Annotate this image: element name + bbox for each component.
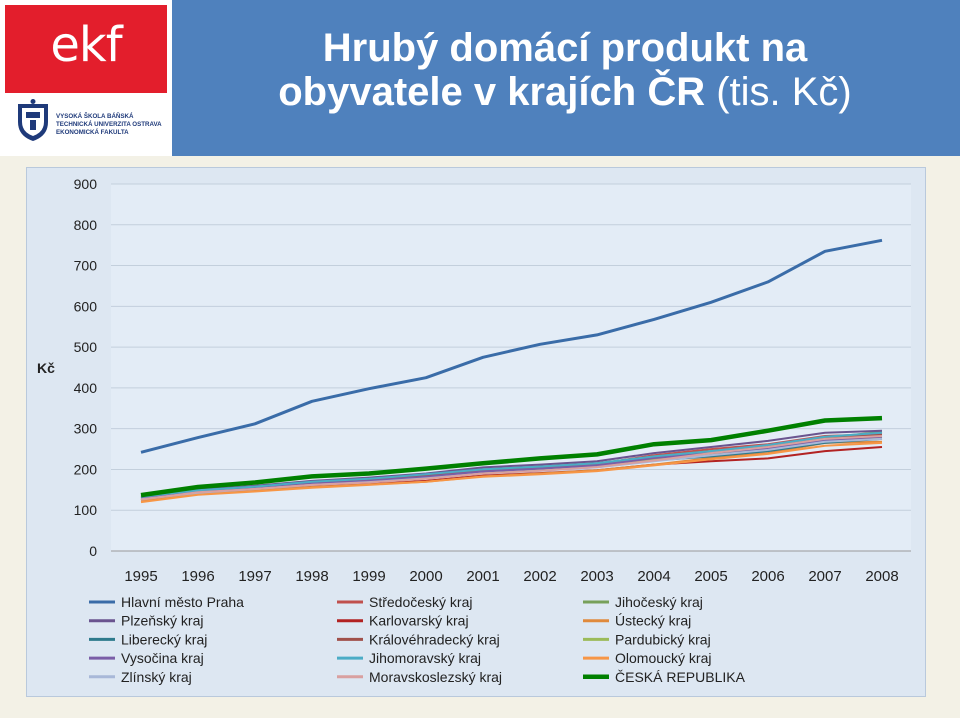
logo-panel: ekf VYSOKÁ ŠKOLA BÁŇSKÁ TECHNICKÁ UNIVER… <box>0 0 172 156</box>
legend-label: Královéhradecký kraj <box>369 631 500 647</box>
plot-area <box>111 184 911 551</box>
series-line <box>140 431 883 498</box>
legend-label: Hlavní město Praha <box>121 594 244 610</box>
y-tick-label: 900 <box>74 176 98 192</box>
y-tick-label: 600 <box>74 298 98 314</box>
legend-label: Vysočina kraj <box>121 650 204 666</box>
x-tick-label: 1995 <box>124 568 157 585</box>
series-line <box>140 415 883 498</box>
x-tick-label: 1997 <box>238 568 271 585</box>
legend-label: ČESKÁ REPUBLIKA <box>615 669 746 685</box>
university-line: VYSOKÁ ŠKOLA BÁŇSKÁ <box>56 113 134 120</box>
ekf-logo: ekf <box>5 5 167 93</box>
x-tick-label: 2006 <box>751 568 784 585</box>
legend-label: Zlínský kraj <box>121 669 192 685</box>
chart-frame: 0 100 200 300 400 500 600 700 800 900 Kč 1995 1996 19… <box>26 167 926 697</box>
y-tick-label: 200 <box>74 461 98 477</box>
gdp-line-chart: 0 100 200 300 400 500 600 700 800 900 Kč 1995 1996 19… <box>37 176 911 685</box>
legend-label: Karlovarský kraj <box>369 613 469 629</box>
title-line-2-light: (tis. Kč) <box>705 70 852 114</box>
y-tick-label: 100 <box>74 502 98 518</box>
x-tick-label: 2008 <box>865 568 898 585</box>
legend-label: Moravskoslezský kraj <box>369 669 502 685</box>
x-tick-label: 2007 <box>808 568 841 585</box>
y-tick-label: 800 <box>74 217 98 233</box>
slide-title: Hrubý domácí produkt na obyvatele v kraj… <box>180 26 950 114</box>
x-tick-label: 1999 <box>352 568 385 585</box>
legend-label: Středočeský kraj <box>369 594 472 610</box>
series-line <box>140 238 883 454</box>
legend-label: Liberecký kraj <box>121 631 207 647</box>
university-line: TECHNICKÁ UNIVERZITA OSTRAVA <box>56 120 162 128</box>
x-tick-label: 1996 <box>181 568 214 585</box>
series-line <box>140 435 883 501</box>
legend-label: Jihočeský kraj <box>615 594 703 610</box>
y-tick-label: 700 <box>74 258 98 274</box>
slide-header: ekf VYSOKÁ ŠKOLA BÁŇSKÁ TECHNICKÁ UNIVER… <box>0 0 960 156</box>
x-tick-label: 2002 <box>523 568 556 585</box>
ekf-logo-text: ekf <box>50 17 122 73</box>
y-axis-label: Kč <box>37 360 55 376</box>
title-line-2: obyvatele v krajích ČR (tis. Kč) <box>180 70 950 114</box>
x-tick-label: 2000 <box>409 568 442 585</box>
university-block: VYSOKÁ ŠKOLA BÁŇSKÁ TECHNICKÁ UNIVERZITA… <box>14 98 168 148</box>
university-line: EKONOMICKÁ FAKULTA <box>56 128 129 136</box>
y-tick-label: 300 <box>74 421 98 437</box>
legend-label: Ústecký kraj <box>615 613 691 629</box>
legend-label: Jihomoravský kraj <box>369 650 481 666</box>
x-tick-label: 1998 <box>295 568 328 585</box>
university-crest-icon <box>18 99 48 141</box>
series-line <box>140 441 883 504</box>
legend-label: Olomoucký kraj <box>615 650 711 666</box>
title-line-2-bold: obyvatele v krajích ČR <box>278 70 706 114</box>
title-line-1: Hrubý domácí produkt na <box>322 26 808 70</box>
legend-label: Pardubický kraj <box>615 631 711 647</box>
x-tick-label: 2005 <box>694 568 727 585</box>
y-tick-label: 400 <box>74 380 98 396</box>
x-tick-label: 2004 <box>637 568 670 585</box>
y-tick-label: 500 <box>74 339 98 355</box>
y-tick-label: 0 <box>89 543 97 559</box>
legend-label: Plzeňský kraj <box>121 613 203 629</box>
x-tick-label: 2001 <box>466 568 499 585</box>
x-tick-label: 2003 <box>580 568 613 585</box>
